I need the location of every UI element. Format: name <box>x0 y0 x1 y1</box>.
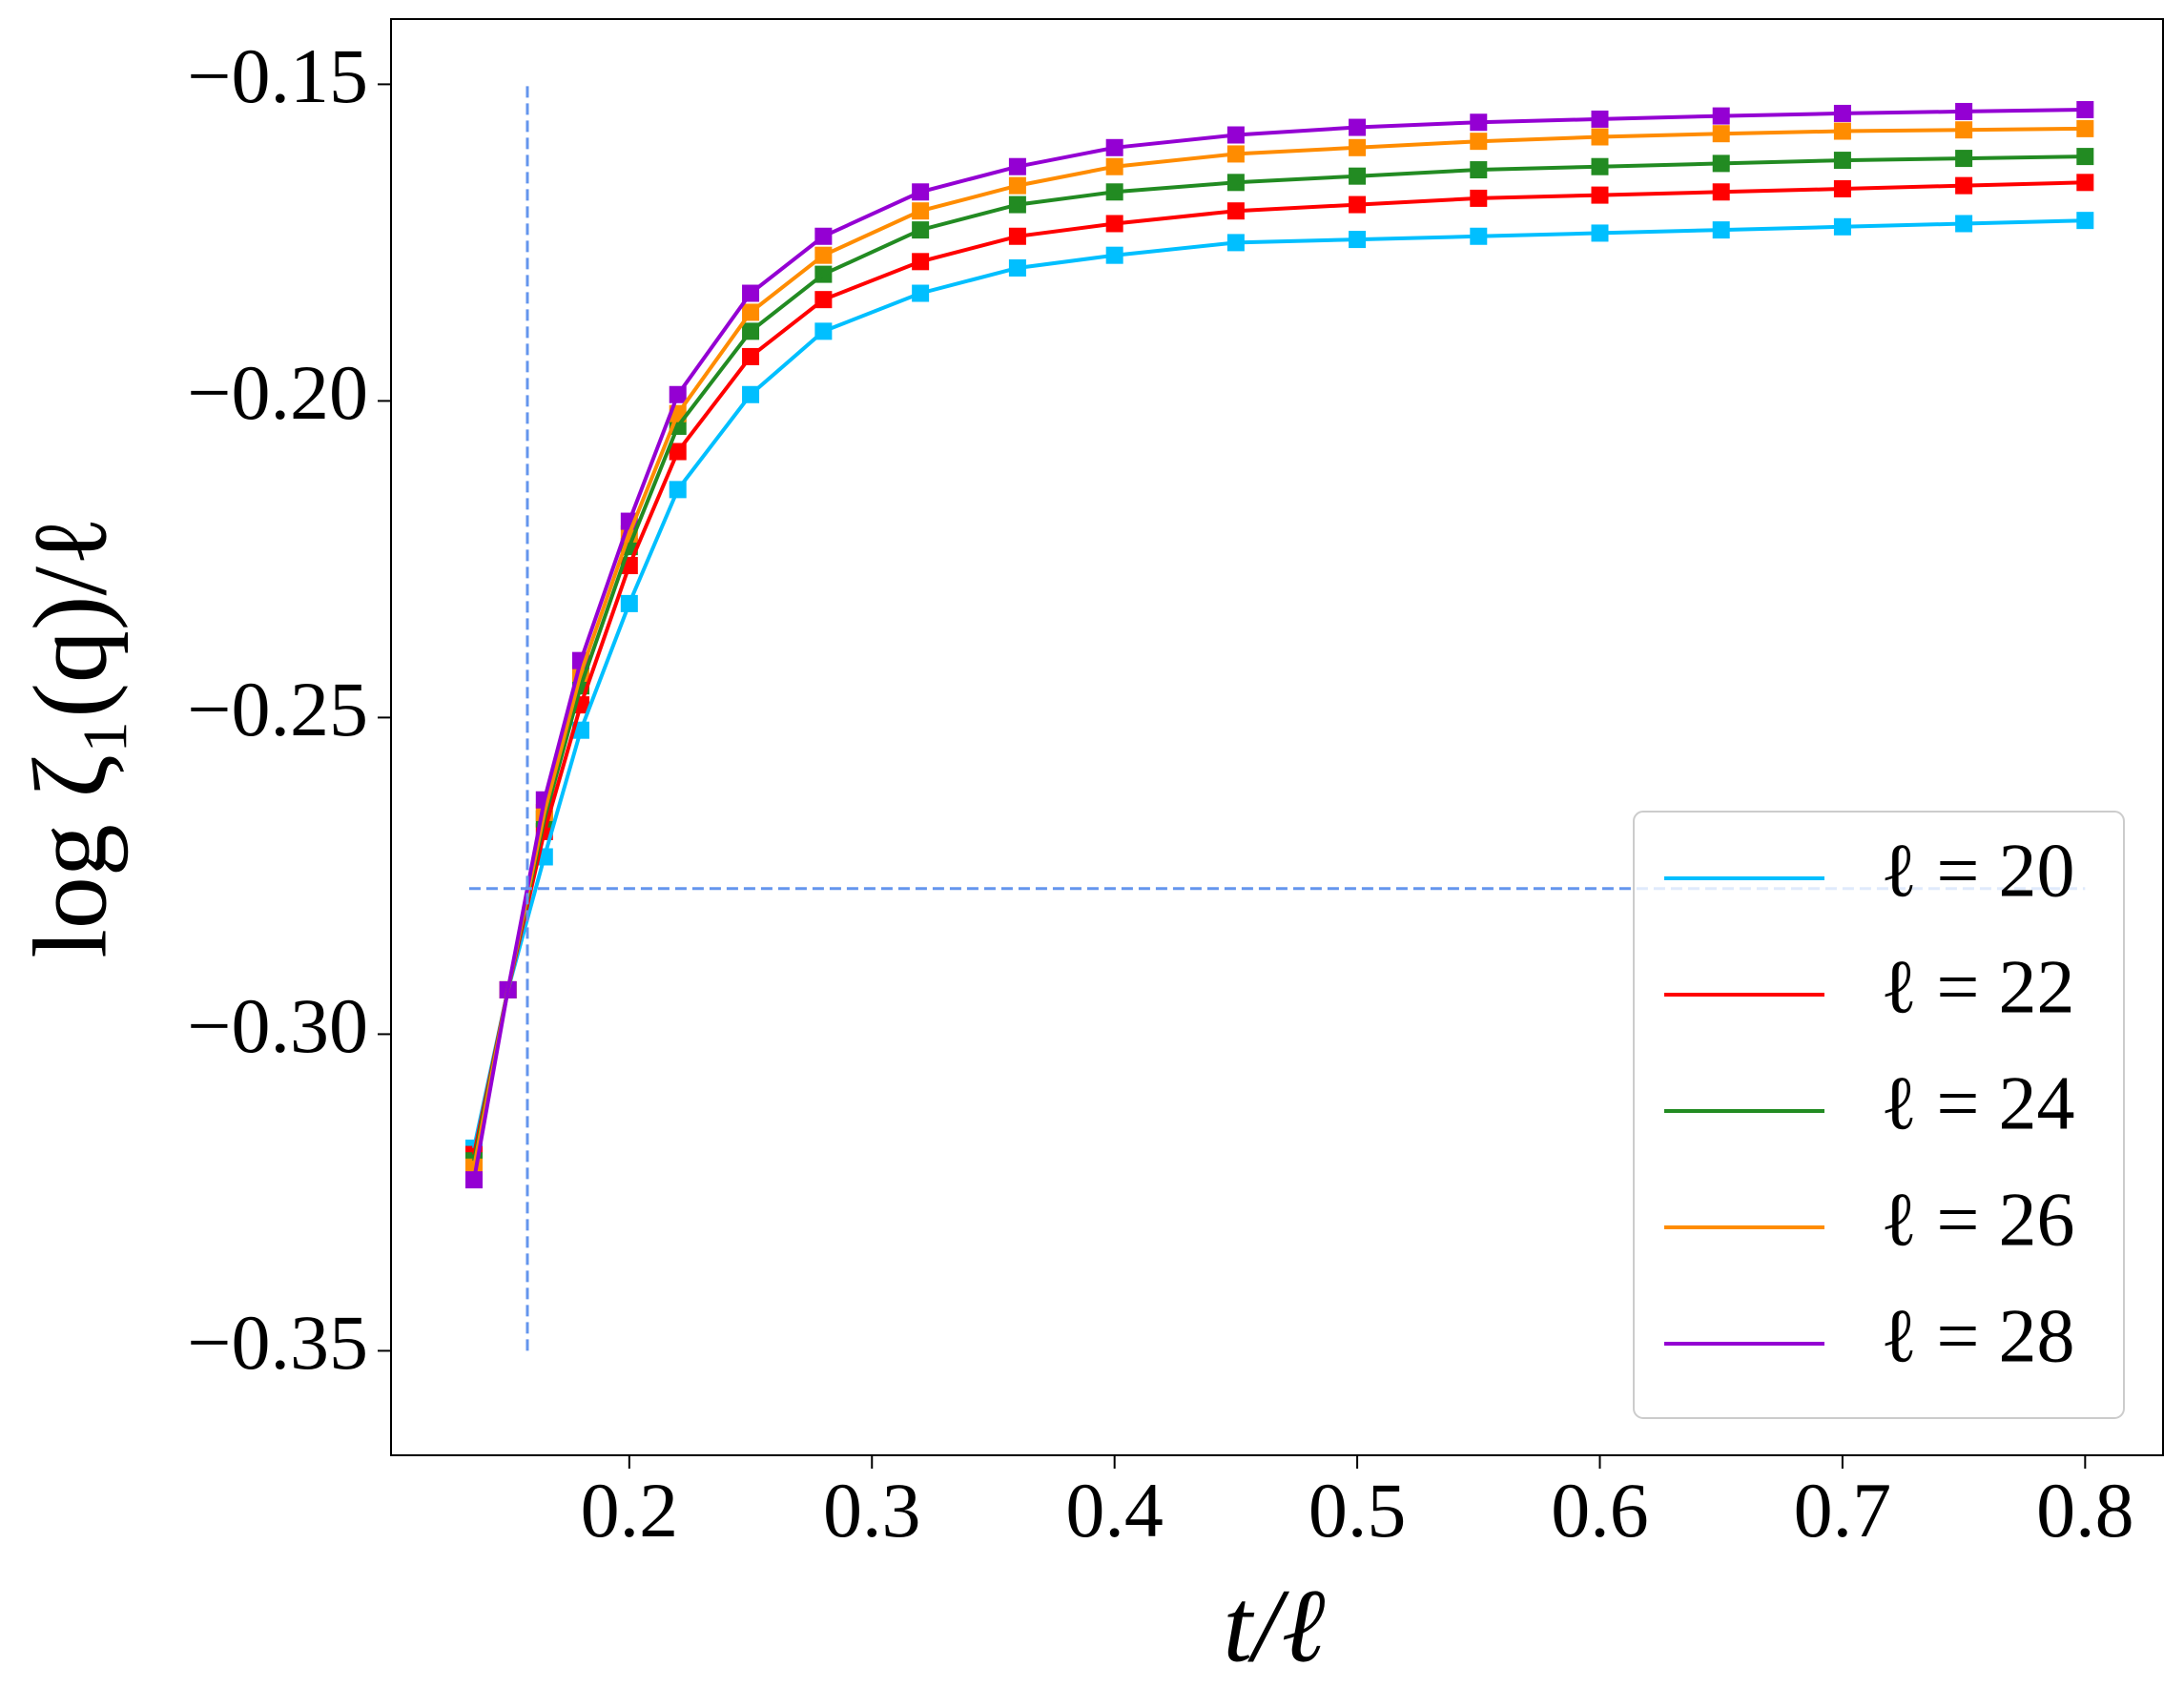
legend-label: ℓ = 26 <box>1881 1178 2074 1262</box>
series-line <box>472 126 2086 1168</box>
x-tick-label: 0.6 <box>1551 1467 1649 1554</box>
legend-box <box>1633 811 2125 1419</box>
y-tick-label: −0.35 <box>187 1299 368 1386</box>
x-axis-label: t/ℓ <box>1224 1567 1326 1683</box>
y-tick-label: −0.15 <box>187 32 368 119</box>
plot-frame <box>390 18 2164 1456</box>
marker <box>2076 119 2094 137</box>
legend-label: ℓ = 20 <box>1881 829 2074 913</box>
marker <box>2076 148 2094 166</box>
legend-label: ℓ = 24 <box>1881 1061 2074 1145</box>
series-line <box>472 218 2086 1149</box>
series-line <box>472 154 2086 1162</box>
marker <box>2076 212 2094 230</box>
y-tick-label: −0.20 <box>187 349 368 436</box>
y-tick-label: −0.30 <box>187 982 368 1069</box>
marker <box>2076 174 2094 192</box>
series-line <box>472 108 2086 1181</box>
x-tick-label: 0.3 <box>823 1467 921 1554</box>
x-tick-label: 0.8 <box>2036 1467 2134 1554</box>
x-tick-label: 0.5 <box>1308 1467 1407 1554</box>
x-tick-label: 0.7 <box>1794 1467 1892 1554</box>
x-tick-label: 0.2 <box>581 1467 679 1554</box>
legend-label: ℓ = 28 <box>1881 1294 2074 1378</box>
y-tick-label: −0.25 <box>187 666 368 752</box>
legend-label: ℓ = 22 <box>1881 945 2074 1029</box>
x-tick-label: 0.4 <box>1065 1467 1164 1554</box>
series-line <box>472 180 2086 1156</box>
marker <box>2076 100 2094 118</box>
y-axis-label: log ζ₁(q)/ℓ <box>11 516 128 957</box>
plot-area <box>465 100 2094 1189</box>
